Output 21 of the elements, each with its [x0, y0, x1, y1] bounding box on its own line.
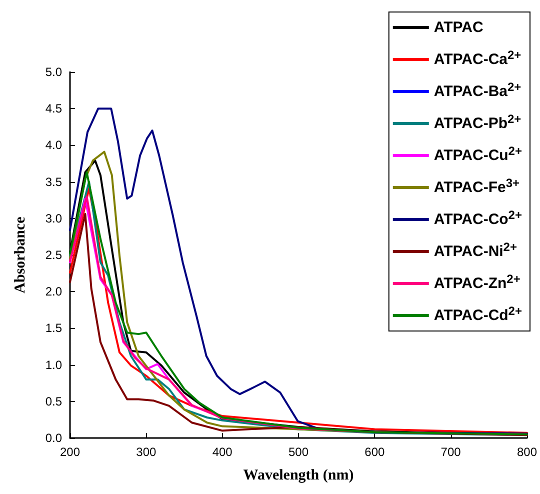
y-tick-label: 1.5 — [45, 321, 62, 336]
y-tick-label: 0.0 — [45, 431, 62, 445]
x-tick-label: 300 — [136, 445, 156, 459]
y-axis-title: Absorbance — [12, 216, 28, 294]
y-tick-label: 5.0 — [45, 65, 62, 79]
x-axis-title: Wavelength (nm) — [243, 468, 354, 484]
y-tick-label: 2.0 — [45, 284, 62, 299]
y-tick-label: 4.0 — [45, 138, 62, 152]
x-tick-label: 600 — [364, 445, 385, 459]
legend-label: ATPAC — [434, 19, 484, 36]
y-tick-label: 1.0 — [45, 358, 62, 372]
y-tick-label: 3.0 — [45, 211, 62, 226]
y-tick-label: 4.5 — [45, 102, 62, 116]
x-tick-label: 200 — [60, 445, 80, 459]
x-tick-label: 500 — [288, 445, 309, 459]
x-tick-label: 700 — [440, 445, 462, 459]
y-tick-label: 0.5 — [45, 394, 62, 408]
y-tick-label: 3.5 — [45, 174, 62, 189]
y-tick-label: 2.5 — [45, 248, 62, 262]
x-tick-label: 800 — [516, 445, 538, 459]
x-tick-label: 400 — [212, 445, 233, 459]
